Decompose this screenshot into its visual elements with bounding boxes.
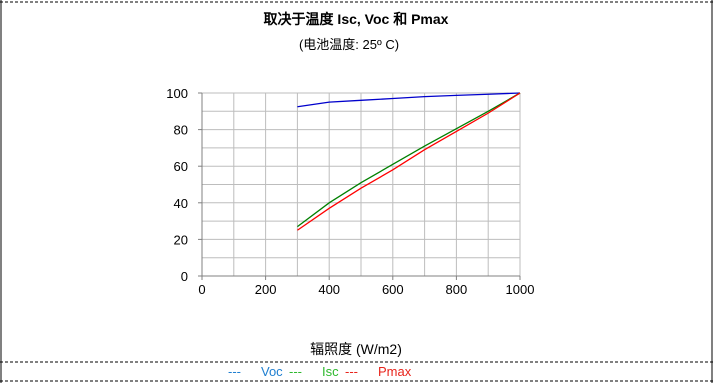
x-tick-label: 200: [255, 282, 277, 297]
x-tick-label: 600: [382, 282, 404, 297]
chart-title: 取决于温度 Isc, Voc 和 Pmax: [264, 11, 449, 27]
y-tick-label: 20: [174, 232, 188, 247]
legend-label-isc: Isc: [322, 364, 339, 379]
x-axis-label: 辐照度 (W/m2): [310, 341, 402, 357]
y-tick-label: 80: [174, 123, 188, 138]
legend: --- Voc --- Isc --- Pmax: [228, 364, 412, 379]
x-tick-label: 800: [446, 282, 468, 297]
grid: [202, 92, 521, 276]
series-lines: [297, 92, 521, 231]
legend-label-voc: Voc: [261, 364, 283, 379]
y-tick-label: 100: [166, 86, 188, 101]
x-tick-label: 0: [198, 282, 205, 297]
x-tick-label: 400: [318, 282, 340, 297]
legend-marker-voc: ---: [228, 364, 241, 379]
y-tick-label: 0: [181, 269, 188, 284]
y-tick-label: 40: [174, 196, 188, 211]
legend-marker-pmax: ---: [345, 364, 358, 379]
series-line-voc: [297, 92, 521, 108]
x-tick-label: 1000: [506, 282, 535, 297]
y-tick-label: 60: [174, 159, 188, 174]
axes: [198, 92, 521, 280]
chart-subtitle: (电池温度: 25º C): [299, 37, 399, 52]
series-line-isc: [297, 92, 521, 228]
legend-marker-isc: ---: [289, 364, 302, 379]
tick-labels: 0 200 400 600 800 1000 0 20 40 60 80 100: [166, 86, 534, 297]
series-line-pmax: [297, 92, 521, 231]
legend-label-pmax: Pmax: [378, 364, 412, 379]
